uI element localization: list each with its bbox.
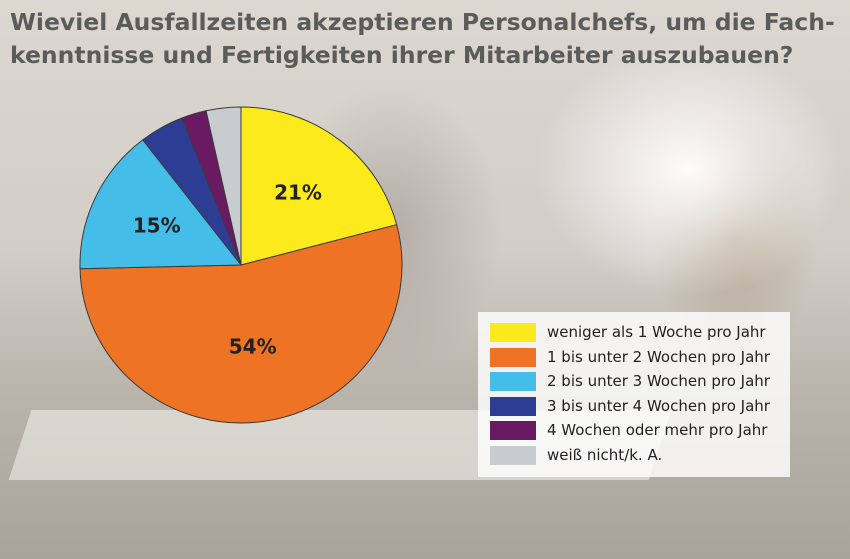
legend-item-1: weniger als 1 Woche pro Jahr [490, 320, 790, 342]
slice-label-1: 21% [274, 180, 322, 204]
legend-swatch-3 [490, 372, 536, 391]
legend-label-1: weniger als 1 Woche pro Jahr [547, 323, 766, 341]
pie-slice-2 [79, 224, 403, 424]
pie-slice-6 [205, 106, 242, 266]
legend-swatch-5 [490, 421, 536, 440]
legend: weniger als 1 Woche pro Jahr 1 bis unter … [478, 312, 790, 477]
legend-item-4: 3 bis unter 4 Wochen pro Jahr [490, 394, 790, 416]
legend-item-3: 2 bis unter 3 Wochen pro Jahr [490, 369, 790, 391]
chart-title: Wieviel Ausfallzeiten akzeptieren Person… [10, 6, 835, 72]
pie-slice-1 [240, 106, 398, 266]
legend-swatch-4 [490, 396, 536, 416]
pie-chart: 21% 54% 15% [79, 106, 403, 424]
legend-label-4: 3 bis unter 4 Wochen pro Jahr [547, 396, 770, 415]
chart-title-line-1: Wieviel Ausfallzeiten akzeptieren Person… [10, 8, 835, 36]
slice-label-2: 54% [229, 334, 277, 358]
chart-title-line-2: kenntnisse und Fertigkeiten ihrer Mitarb… [10, 41, 794, 69]
legend-label-2: 1 bis unter 2 Wochen pro Jahr [547, 347, 770, 366]
legend-item-6: weiß nicht/k. A. [490, 443, 790, 465]
legend-item-2: 1 bis unter 2 Wochen pro Jahr [490, 345, 790, 367]
slice-label-3: 15% [133, 214, 181, 238]
legend-swatch-2 [490, 347, 536, 367]
legend-label-6: weiß nicht/k. A. [547, 445, 663, 464]
legend-swatch-1 [490, 323, 536, 342]
legend-label-5: 4 Wochen oder mehr pro Jahr [547, 421, 768, 439]
pie-slice-3 [79, 139, 243, 270]
legend-label-3: 2 bis unter 3 Wochen pro Jahr [547, 372, 770, 390]
legend-item-5: 4 Wochen oder mehr pro Jahr [490, 418, 790, 440]
legend-swatch-6 [490, 445, 536, 465]
